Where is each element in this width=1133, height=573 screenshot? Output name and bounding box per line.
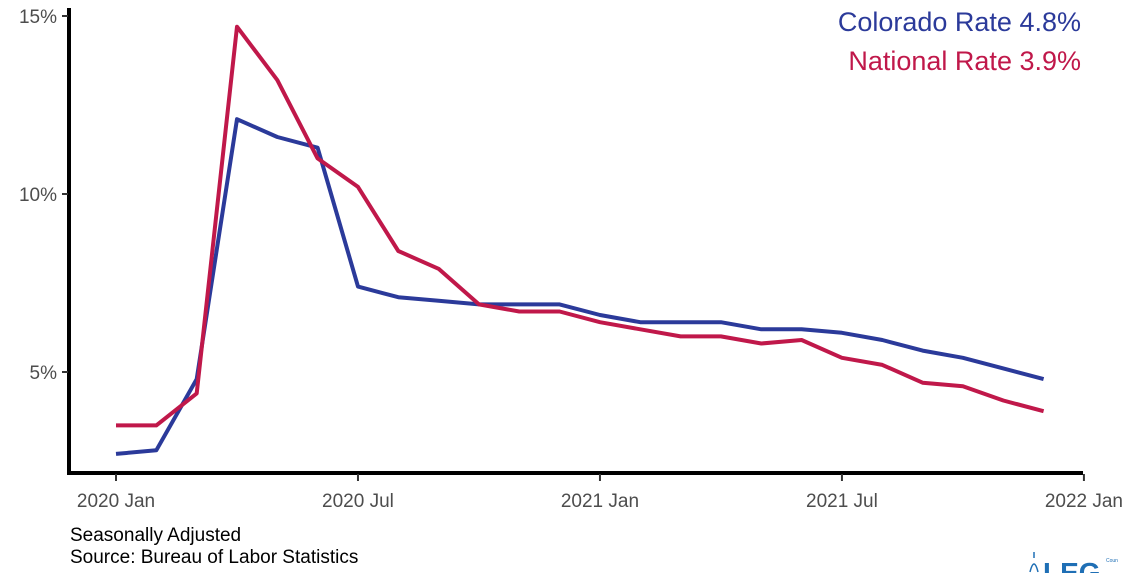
leg-logo: LEG Coun [1016,542,1133,573]
chart-axes [67,8,1083,475]
capitol-dome-icon [1029,552,1039,573]
series-line-national [116,24,1045,428]
legend-national: National Rate 3.9% [848,46,1081,76]
x-axis-ticks: 2020 Jan 2020 Jul 2021 Jan 2021 Jul 2022 Jan [77,474,1123,512]
logo-text: LEG [1043,557,1101,573]
x-tick-label: 2021 Jul [806,491,878,512]
y-axis-ticks: 5% 10% 15% [19,7,68,384]
legend-colorado: Colorado Rate 4.8% [838,7,1081,37]
series-lines [115,24,1045,456]
x-tick-label: 2022 Jan [1045,491,1123,512]
logo-small-text: Coun [1106,558,1118,564]
x-tick-label: 2020 Jul [322,491,394,512]
y-tick-label: 15% [19,7,57,28]
seasonally-adjusted-note: Seasonally Adjusted [70,525,242,546]
series-line-colorado [115,117,1045,456]
y-tick-label: 5% [30,363,58,384]
legend: Colorado Rate 4.8% National Rate 3.9% [838,7,1081,76]
source-note: Source: Bureau of Labor Statistics [70,547,359,568]
y-tick-label: 10% [19,185,57,206]
x-tick-label: 2021 Jan [561,491,639,512]
x-tick-label: 2020 Jan [77,491,155,512]
